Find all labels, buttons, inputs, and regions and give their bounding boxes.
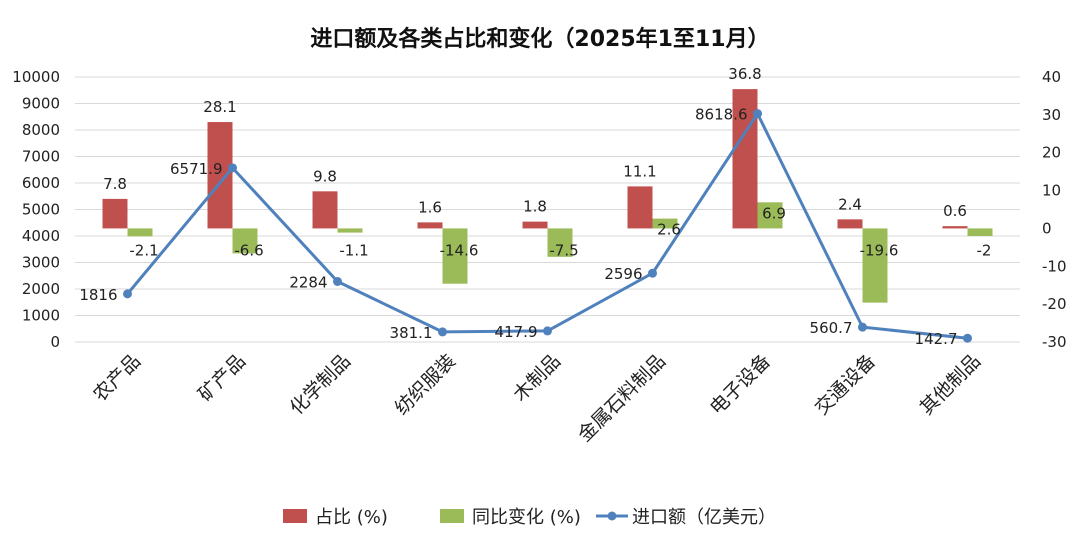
yoy-data-label: -19.6 xyxy=(860,241,899,259)
import-point xyxy=(333,276,342,286)
bar-yoy xyxy=(652,218,678,229)
y-left-tick-label: 8000 xyxy=(22,121,60,139)
share-data-label: 11.1 xyxy=(623,162,656,180)
legend-swatch xyxy=(283,509,307,523)
category-label: 纺织服装 xyxy=(391,350,460,419)
data-labels: 7.8 -2.1 1816 28.1 -6.6 6571.9 9.8 -1.1 2284 1.6 -… xyxy=(79,65,991,348)
y-right-tick-label: -20 xyxy=(1042,295,1067,313)
import-point xyxy=(648,268,657,278)
y-left-tick-label: 3000 xyxy=(22,254,60,272)
category-label: 木制品 xyxy=(509,350,565,406)
category-label: 交通设备 xyxy=(811,350,880,419)
category-label: 电子设备 xyxy=(706,350,775,419)
y-left-tick-label: 0 xyxy=(50,333,60,351)
y-left-tick-label: 7000 xyxy=(22,148,60,166)
import-point xyxy=(963,333,972,343)
y-right-tick-label: 40 xyxy=(1042,68,1061,86)
share-data-label: 7.8 xyxy=(103,175,127,193)
chart-title: 进口额及各类占比和变化（2025年1至11月） xyxy=(310,26,769,52)
yoy-data-label: 2.6 xyxy=(657,221,681,239)
y-right-tick-label: 20 xyxy=(1042,144,1061,162)
import-data-label: 2284 xyxy=(289,273,327,291)
y-right-tick-label: -10 xyxy=(1042,257,1067,275)
import-point xyxy=(858,322,867,332)
yoy-data-label: -14.6 xyxy=(440,241,479,259)
import-data-label: 381.1 xyxy=(390,324,433,342)
y-right-tick-label: 10 xyxy=(1042,182,1061,200)
category-label: 矿产品 xyxy=(194,350,250,406)
y-right-tick-label: 0 xyxy=(1042,219,1052,237)
bar-share xyxy=(627,186,653,229)
yoy-data-label: 6.9 xyxy=(762,204,786,222)
legend-swatch-marker xyxy=(607,511,617,521)
y-left-tick-label: 5000 xyxy=(22,201,60,219)
bars xyxy=(102,89,993,303)
import-data-label: 8618.6 xyxy=(695,106,748,124)
share-data-label: 2.4 xyxy=(838,195,862,213)
y-right-tick-label: 30 xyxy=(1042,106,1061,124)
share-data-label: 9.8 xyxy=(313,167,337,185)
legend-label: 同比变化 (%) xyxy=(472,507,581,528)
share-data-label: 0.6 xyxy=(943,202,967,220)
share-data-label: 28.1 xyxy=(203,98,236,116)
import-data-label: 2596 xyxy=(604,265,642,283)
bar-yoy xyxy=(967,228,993,236)
import-data-label: 560.7 xyxy=(810,319,853,337)
bar-yoy xyxy=(862,228,888,303)
legend-label: 进口额（亿美元） xyxy=(632,507,776,528)
bar-yoy xyxy=(547,228,573,257)
share-data-label: 1.6 xyxy=(418,198,442,216)
axes: 1000090008000700060005000400030002000100… xyxy=(12,68,1066,446)
legend-label: 占比 (%) xyxy=(315,507,388,528)
import-point xyxy=(753,109,762,119)
bar-share xyxy=(522,221,548,229)
import-point xyxy=(123,289,132,299)
bar-yoy xyxy=(127,228,153,237)
category-label: 农产品 xyxy=(89,350,145,406)
y-left-tick-label: 1000 xyxy=(22,307,60,325)
import-data-label: 142.7 xyxy=(915,330,958,348)
bar-share xyxy=(102,198,128,229)
y-left-tick-label: 10000 xyxy=(12,68,60,86)
yoy-data-label: -7.5 xyxy=(549,241,578,259)
bar-yoy xyxy=(337,228,363,233)
import-data-label: 6571.9 xyxy=(170,160,223,178)
import-data-label: 1816 xyxy=(79,286,117,304)
import-point xyxy=(438,327,447,337)
category-label: 其他制品 xyxy=(916,350,985,419)
yoy-data-label: -1.1 xyxy=(339,241,368,259)
yoy-data-label: -6.6 xyxy=(234,241,263,259)
bar-share xyxy=(417,222,443,229)
bar-share xyxy=(837,219,863,229)
y-right-tick-label: -30 xyxy=(1042,333,1067,351)
category-label: 金属石料制品 xyxy=(574,350,670,446)
import-data-label: 417.9 xyxy=(495,323,538,341)
bar-yoy xyxy=(232,228,258,254)
share-data-label: 1.8 xyxy=(523,198,547,216)
legend-swatch xyxy=(440,509,464,523)
y-left-tick-label: 9000 xyxy=(22,95,60,113)
category-label: 化学制品 xyxy=(286,350,355,419)
yoy-data-label: -2.1 xyxy=(129,241,158,259)
bar-yoy xyxy=(757,202,783,229)
import-point xyxy=(543,326,552,336)
line-series xyxy=(123,109,972,343)
bar-share xyxy=(207,122,233,229)
bar-yoy xyxy=(442,228,468,284)
bar-share xyxy=(312,191,338,229)
yoy-data-label: -2 xyxy=(977,241,992,259)
legend: 占比 (%) 同比变化 (%) 进口额（亿美元） xyxy=(283,507,776,528)
bar-share xyxy=(942,226,968,229)
share-data-label: 36.8 xyxy=(728,65,761,83)
y-left-tick-label: 4000 xyxy=(22,227,60,245)
y-left-tick-label: 2000 xyxy=(22,280,60,298)
import-point xyxy=(228,163,237,173)
y-left-tick-label: 6000 xyxy=(22,174,60,192)
